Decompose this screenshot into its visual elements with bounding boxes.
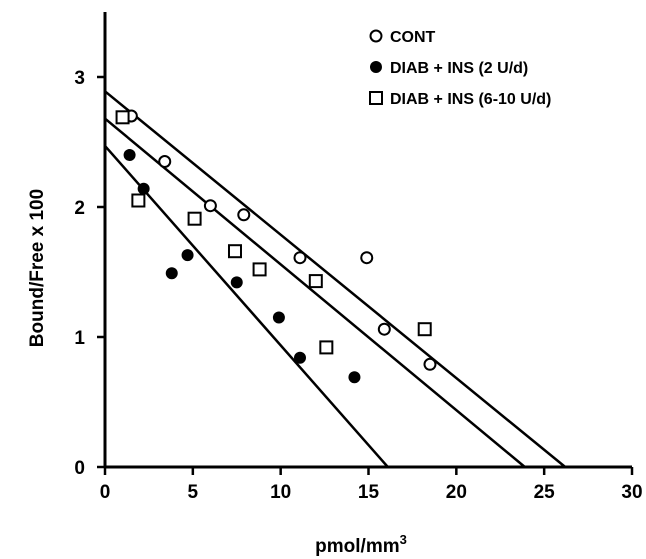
point-diab-ins-2-4: [230, 276, 243, 289]
point-cont-4: [293, 251, 307, 265]
legend-item-diab-ins-2: DIAB + INS (2 U/d): [370, 60, 528, 77]
legend-marker-filled-circle: [370, 61, 382, 73]
point-diab-ins-2-1: [137, 182, 150, 195]
x-tick-label-10: 10: [270, 482, 291, 503]
x-axis-title-text: pmol/mm: [315, 536, 399, 557]
x-tick-label-25: 25: [534, 482, 556, 503]
y-tick-label-2: 2: [74, 198, 85, 219]
point-diab-ins-6-10-1: [131, 193, 146, 208]
legend-marker-open-circle: [369, 29, 383, 43]
point-diab-ins-2-6: [293, 351, 306, 364]
point-diab-ins-6-10-0: [115, 110, 130, 125]
point-diab-ins-2-2: [165, 267, 178, 280]
point-cont-5: [360, 251, 374, 265]
point-cont-3: [237, 208, 251, 222]
legend-label-diab-ins-6-10: DIAB + INS (6-10 U/d): [390, 91, 551, 108]
point-cont-2: [203, 199, 217, 213]
x-tick-label-30: 30: [621, 482, 642, 503]
legend-item-diab-ins-6-10: DIAB + INS (6-10 U/d): [369, 91, 551, 108]
x-axis-title: pmol/mm3: [315, 532, 407, 557]
y-tick-label-3: 3: [74, 68, 85, 89]
point-diab-ins-2-5: [272, 311, 285, 324]
legend-item-cont: CONT: [369, 29, 436, 46]
point-cont-1: [158, 155, 172, 168]
plot-area: [103, 12, 632, 469]
point-diab-ins-2-3: [181, 249, 194, 262]
axis-ticks: 0 5 10 15 20 25 30 0 1 2 3: [74, 68, 642, 503]
y-tick-label-0: 0: [74, 458, 85, 479]
point-diab-ins-6-10-5: [308, 274, 323, 289]
fit-line-diab-ins-6-10: [104, 117, 526, 468]
fit-line-cont: [104, 90, 567, 468]
point-cont-7: [423, 357, 437, 371]
y-tick-label-1: 1: [74, 328, 85, 349]
point-diab-ins-6-10-6: [319, 340, 334, 355]
point-diab-ins-6-10-3: [227, 244, 242, 259]
x-tick-label-20: 20: [446, 482, 467, 503]
point-diab-ins-2-7: [348, 371, 361, 384]
legend-marker-open-square: [369, 91, 383, 105]
legend: CONT DIAB + INS (2 U/d) DIAB + INS (6-10…: [369, 29, 551, 108]
x-tick-label-5: 5: [188, 482, 199, 503]
x-axis-title-superscript: 3: [400, 532, 407, 547]
point-diab-ins-6-10-4: [252, 262, 267, 277]
point-diab-ins-6-10-7: [417, 322, 432, 337]
fit-line-diab-ins-2: [104, 145, 389, 468]
x-tick-label-0: 0: [100, 482, 111, 503]
point-diab-ins-2-0: [123, 149, 136, 161]
point-diab-ins-6-10-2: [187, 211, 202, 226]
legend-label-cont: CONT: [390, 29, 436, 46]
y-axis-title: Bound/Free x 100: [27, 189, 48, 347]
x-tick-label-15: 15: [358, 482, 380, 503]
legend-label-diab-ins-2: DIAB + INS (2 U/d): [390, 60, 528, 77]
point-cont-6: [377, 322, 391, 336]
